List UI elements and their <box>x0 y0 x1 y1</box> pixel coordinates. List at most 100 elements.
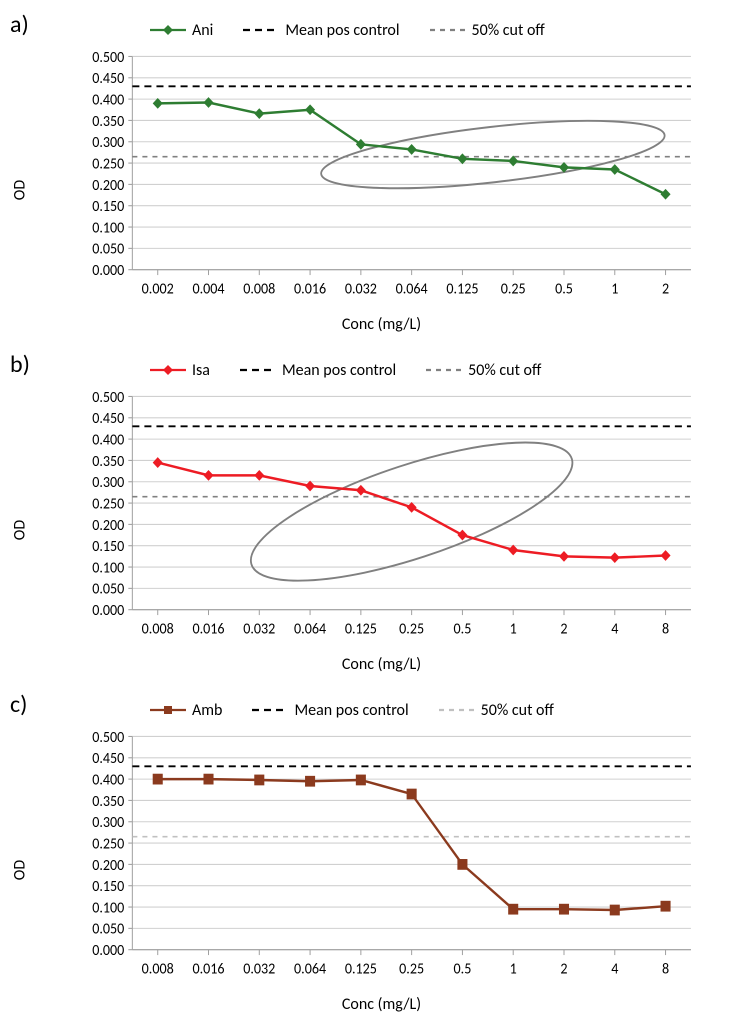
x-tick-label: 0.032 <box>243 959 275 978</box>
x-tick-label: 1 <box>510 619 517 638</box>
legend-cutoff-b: 50% cut off <box>426 361 541 380</box>
x-tick-label: 0.008 <box>142 959 174 978</box>
panel-label-c: c) <box>10 690 27 719</box>
legend-cutoff-label: 50% cut off <box>468 361 541 380</box>
panel-label-a: a) <box>10 10 29 39</box>
chart-svg-c: 0.0000.0500.1000.1500.2000.2500.3000.350… <box>60 730 703 1010</box>
y-tick-label: 0.100 <box>92 898 125 917</box>
x-tick-label: 2 <box>662 279 669 298</box>
y-tick-label: 0.050 <box>92 919 125 938</box>
y-tick-label: 0.350 <box>92 791 125 810</box>
panel-c: c)AmbMean pos control50% cut offODConc (… <box>10 690 713 1020</box>
x-tick-label: 0.032 <box>243 619 275 638</box>
x-tick-label: 0.064 <box>294 619 327 638</box>
legend-cutoff-c: 50% cut off <box>439 701 554 720</box>
y-tick-label: 0.200 <box>92 515 125 534</box>
y-tick-label: 0.450 <box>92 69 125 88</box>
y-tick-label: 0.000 <box>92 941 125 960</box>
data-marker <box>661 189 671 200</box>
x-tick-label: 0.125 <box>345 959 377 978</box>
data-marker <box>356 485 366 496</box>
x-tick-label: 0.064 <box>396 279 429 298</box>
x-tick-label: 0.016 <box>192 959 224 978</box>
x-tick-label: 0.25 <box>399 619 424 638</box>
y-tick-label: 0.000 <box>92 261 125 280</box>
x-axis-label: Conc (mg/L) <box>60 655 703 674</box>
x-tick-label: 0.125 <box>446 279 478 298</box>
legend-mean-b: Mean pos control <box>240 361 396 380</box>
x-tick-label: 2 <box>560 619 567 638</box>
legend-mean-a: Mean pos control <box>243 21 399 40</box>
y-tick-label: 0.400 <box>92 90 125 109</box>
data-marker <box>610 552 620 563</box>
data-marker <box>153 457 163 468</box>
legend-series-label: Ani <box>192 21 213 40</box>
legend-swatch-cutoff-icon <box>439 703 475 717</box>
y-axis-label: OD <box>11 180 30 200</box>
y-tick-label: 0.300 <box>92 133 125 152</box>
x-tick-label: 0.25 <box>399 959 424 978</box>
y-axis-label: OD <box>11 520 30 540</box>
legend-mean-label: Mean pos control <box>285 21 399 40</box>
legend-c: Amb Mean pos control 50% cut off <box>150 698 693 722</box>
legend-series-a: Ani <box>150 21 213 40</box>
x-tick-label: 0.5 <box>454 619 472 638</box>
x-tick-label: 0.064 <box>294 959 327 978</box>
y-tick-label: 0.500 <box>92 730 125 746</box>
x-tick-label: 0.5 <box>454 959 472 978</box>
legend-swatch-mean-icon <box>240 363 276 377</box>
data-marker <box>254 775 264 786</box>
y-tick-label: 0.350 <box>92 451 125 470</box>
y-tick-label: 0.000 <box>92 601 125 620</box>
y-tick-label: 0.250 <box>92 154 125 173</box>
data-marker <box>661 901 671 912</box>
x-tick-label: 0.5 <box>555 279 573 298</box>
data-marker <box>407 144 417 155</box>
legend-swatch-cutoff-icon <box>430 23 466 37</box>
data-marker <box>508 904 518 915</box>
data-marker <box>559 904 569 915</box>
legend-series-label: Amb <box>192 701 222 720</box>
y-tick-label: 0.300 <box>92 473 125 492</box>
x-tick-label: 0.032 <box>345 279 377 298</box>
legend-cutoff-label: 50% cut off <box>472 21 545 40</box>
data-marker <box>407 789 417 800</box>
data-marker <box>305 776 315 787</box>
x-tick-label: 0.016 <box>192 619 224 638</box>
x-tick-label: 0.125 <box>345 619 377 638</box>
plot-b: ODConc (mg/L)0.0000.0500.1000.1500.2000.… <box>60 390 703 670</box>
y-tick-label: 0.300 <box>92 813 125 832</box>
x-tick-label: 4 <box>611 619 619 638</box>
legend-swatch-mean-icon <box>252 703 288 717</box>
x-tick-label: 0.016 <box>294 279 326 298</box>
legend-mean-c: Mean pos control <box>252 701 408 720</box>
legend-b: Isa Mean pos control 50% cut off <box>150 358 693 382</box>
legend-series-b: Isa <box>150 361 210 380</box>
legend-swatch-series-icon <box>150 363 186 377</box>
annotation-ellipse <box>318 108 667 202</box>
y-tick-label: 0.350 <box>92 111 125 130</box>
panel-b: b)IsaMean pos control50% cut offODConc (… <box>10 350 713 680</box>
x-tick-label: 0.25 <box>501 279 526 298</box>
panel-a: a) Ani Mean pos control 50% cut off OD Conc (… <box>10 10 713 340</box>
data-marker <box>356 775 366 786</box>
data-marker <box>153 774 163 785</box>
legend-a: Ani Mean pos control 50% cut off <box>150 18 693 42</box>
x-tick-label: 0.008 <box>142 619 174 638</box>
x-tick-label: 2 <box>560 959 567 978</box>
y-tick-label: 0.500 <box>92 390 125 406</box>
legend-swatch-mean-icon <box>243 23 279 37</box>
y-tick-label: 0.500 <box>92 50 125 66</box>
data-marker <box>610 164 620 175</box>
x-axis-label: Conc (mg/L) <box>60 315 703 334</box>
y-tick-label: 0.450 <box>92 749 125 768</box>
y-tick-label: 0.150 <box>92 537 125 556</box>
data-marker <box>203 774 213 785</box>
legend-series-c: Amb <box>150 701 222 720</box>
x-axis-label: Conc (mg/L) <box>60 995 703 1014</box>
x-tick-label: 8 <box>662 619 669 638</box>
y-tick-label: 0.450 <box>92 409 125 428</box>
x-tick-label: 8 <box>662 959 669 978</box>
legend-cutoff-a: 50% cut off <box>430 21 545 40</box>
y-tick-label: 0.100 <box>92 218 125 237</box>
